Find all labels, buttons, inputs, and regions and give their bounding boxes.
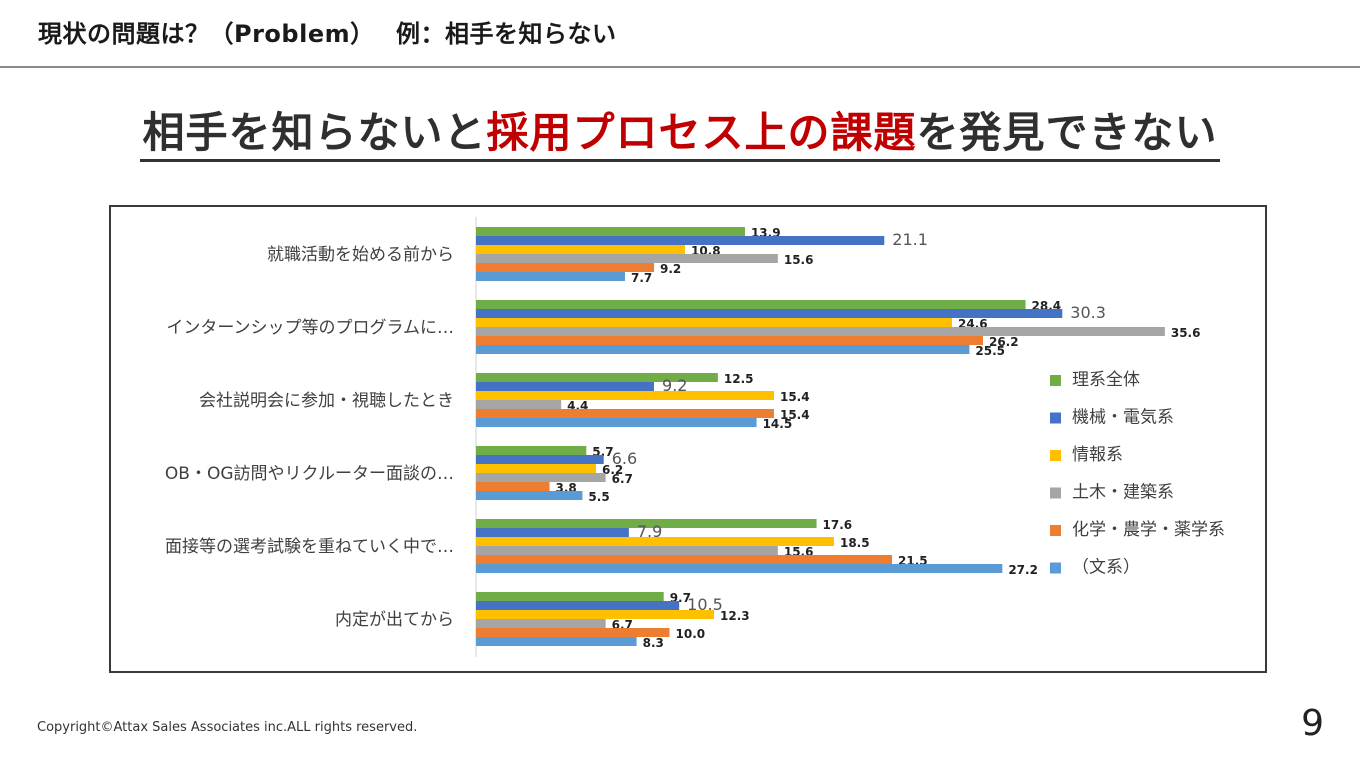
bar (476, 272, 625, 281)
legend-label: （文系） (1072, 558, 1140, 578)
bar (476, 345, 970, 354)
bar (476, 601, 680, 610)
data-label: 25.5 (975, 344, 1005, 358)
bar (476, 555, 893, 564)
bar (476, 610, 715, 619)
headline-underline: 相手を知らないと採用プロセス上の課題を発見できない (140, 108, 1220, 163)
data-label: 18.5 (840, 536, 870, 550)
data-label: 21.1 (892, 230, 928, 249)
data-label: 30.3 (1070, 303, 1106, 322)
bar (476, 637, 637, 646)
bar (476, 391, 774, 400)
category-label: 就職活動を始める前から (267, 245, 454, 265)
bar (476, 537, 834, 546)
bar (476, 628, 670, 637)
bar (476, 418, 757, 427)
bar (476, 592, 664, 601)
bar (476, 519, 817, 528)
data-label: 10.5 (687, 595, 723, 614)
data-label: 14.5 (763, 417, 793, 431)
legend-swatch (1050, 487, 1061, 499)
bar (476, 619, 606, 628)
header-title: 現状の問題は？（Problem） 例：相手を知らない (38, 20, 617, 48)
bar (476, 309, 1063, 318)
data-label: 27.2 (1008, 563, 1038, 577)
bar (476, 373, 718, 382)
bar (476, 236, 885, 245)
data-label: 15.4 (780, 390, 810, 404)
bar (476, 491, 583, 500)
data-label: 15.4 (780, 408, 810, 422)
page-number: 9 (1301, 703, 1324, 744)
headline-part-1: 相手を知らないと (142, 108, 487, 157)
legend-swatch (1050, 562, 1061, 574)
data-label: 12.5 (724, 372, 754, 386)
category-label: 面接等の選考試験を重ねていく中で… (165, 537, 454, 557)
legend-label: 機械・電気系 (1072, 408, 1174, 428)
chart-frame: 就職活動を始める前から 13.9 21.1 10.8 15.6 9.2 7.7 インターンシッ… (109, 205, 1267, 673)
bar (476, 254, 778, 263)
bar (476, 482, 550, 491)
bar (476, 263, 655, 272)
headline-part-3: を発見できない (916, 108, 1218, 157)
bar (476, 564, 1003, 573)
data-label: 15.6 (784, 253, 814, 267)
data-label: 7.7 (631, 271, 652, 285)
bar (476, 245, 685, 254)
bar (476, 409, 774, 418)
data-label: 7.9 (637, 522, 662, 541)
data-label: 35.6 (1171, 326, 1201, 340)
data-label: 17.6 (823, 518, 853, 532)
bar (476, 336, 983, 345)
legend-swatch (1050, 450, 1061, 461)
data-label: 10.0 (676, 627, 706, 641)
bar (476, 318, 953, 327)
category-label: 内定が出てから (335, 610, 454, 630)
data-label: 6.6 (612, 449, 637, 468)
data-label: 6.7 (612, 472, 633, 486)
bar (476, 382, 655, 391)
legend-label: 情報系 (1072, 445, 1123, 465)
category-label: 会社説明会に参加・視聴したとき (199, 391, 454, 411)
bar (476, 473, 606, 482)
legend-swatch (1050, 412, 1061, 424)
legend-label: 土木・建築系 (1072, 483, 1174, 503)
header-divider (0, 66, 1360, 68)
bar (476, 227, 745, 236)
legend-swatch (1050, 525, 1061, 536)
category-label: OB・OG訪問やリクルーター面談の… (165, 464, 454, 484)
headline: 相手を知らないと採用プロセス上の課題を発見できない (0, 108, 1360, 163)
bar (476, 546, 778, 555)
bar (476, 327, 1165, 336)
category-label: インターンシップ等のプログラムに… (166, 318, 454, 338)
bar (476, 528, 629, 537)
bar (476, 464, 596, 473)
bar (476, 400, 562, 409)
data-label: 12.3 (720, 609, 750, 623)
legend-label: 理系全体 (1072, 370, 1140, 390)
data-label: 6.2 (602, 463, 623, 477)
copyright-text: Copyright©Attax Sales Associates inc.ALL… (37, 720, 418, 735)
data-label: 5.5 (588, 490, 609, 504)
data-label: 9.2 (662, 376, 687, 395)
legend-label: 化学・農学・薬学系 (1072, 520, 1225, 540)
data-label: 8.3 (643, 636, 664, 650)
bar (476, 300, 1026, 309)
bar (476, 446, 587, 455)
headline-part-2-highlight: 採用プロセス上の課題 (486, 108, 917, 157)
data-label: 26.2 (989, 335, 1019, 349)
data-label: 9.2 (660, 262, 681, 276)
bar (476, 455, 604, 464)
legend-swatch (1050, 375, 1061, 386)
